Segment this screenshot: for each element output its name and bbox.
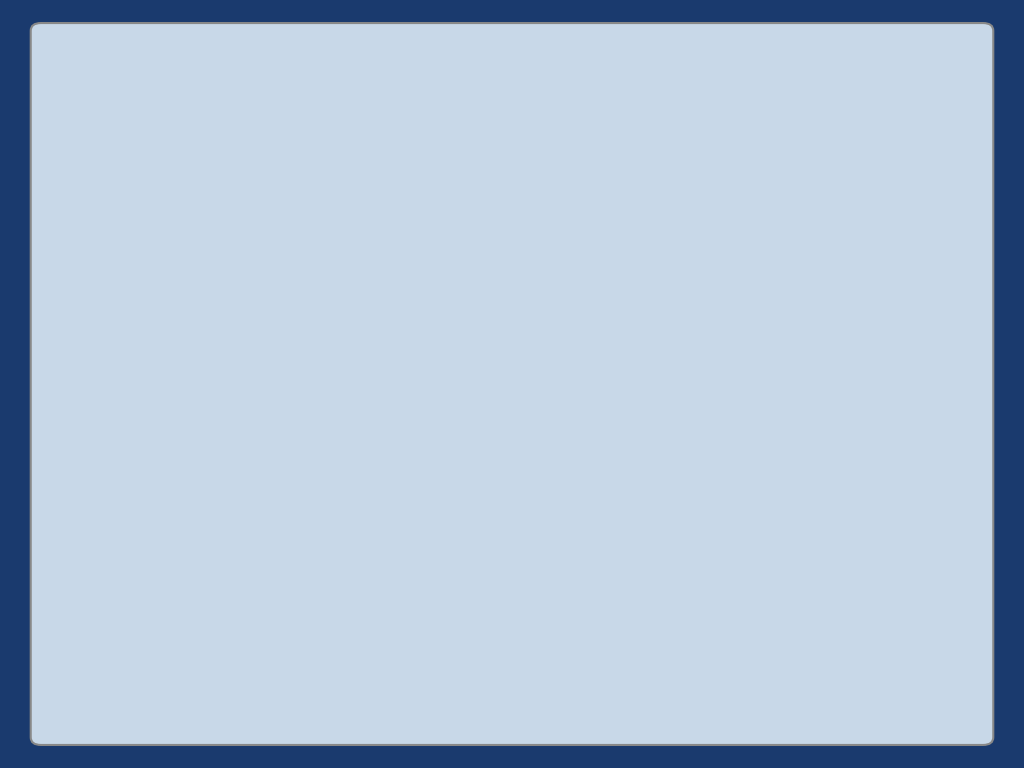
FancyBboxPatch shape bbox=[483, 336, 537, 358]
FancyBboxPatch shape bbox=[291, 283, 354, 332]
Text: 1: 1 bbox=[699, 298, 714, 316]
FancyBboxPatch shape bbox=[483, 640, 537, 661]
FancyBboxPatch shape bbox=[478, 636, 542, 685]
FancyBboxPatch shape bbox=[680, 286, 733, 308]
Text: 2p$_x$: 2p$_x$ bbox=[879, 299, 904, 316]
Text: $\sigma$*2s: $\sigma$*2s bbox=[494, 529, 526, 543]
Text: Diamagnetic substances have doubly occupied molecular orbitals.: Diamagnetic substances have doubly occup… bbox=[125, 41, 795, 59]
FancyBboxPatch shape bbox=[439, 417, 493, 439]
Text: 1: 1 bbox=[172, 298, 186, 316]
Text: $\pi$2p$_y$: $\pi$2p$_y$ bbox=[449, 390, 483, 409]
Text: 2p$_x$: 2p$_x$ bbox=[120, 299, 145, 316]
Text: 2p$_y$: 2p$_y$ bbox=[807, 298, 833, 316]
FancyBboxPatch shape bbox=[483, 551, 537, 573]
Text: $\sigma$*2p$_z$: $\sigma$*2p$_z$ bbox=[489, 127, 530, 144]
Text: $\pi$*2p$_x$: $\pi$*2p$_x$ bbox=[532, 207, 573, 224]
Text: 1: 1 bbox=[315, 298, 330, 316]
FancyBboxPatch shape bbox=[153, 286, 206, 308]
FancyBboxPatch shape bbox=[675, 283, 738, 332]
Text: $\sigma$2p$_z$: $\sigma$2p$_z$ bbox=[493, 311, 527, 328]
FancyBboxPatch shape bbox=[813, 283, 877, 332]
Text: 1: 1 bbox=[766, 298, 780, 316]
FancyBboxPatch shape bbox=[296, 286, 349, 308]
Text: 1: 1 bbox=[244, 298, 258, 316]
FancyBboxPatch shape bbox=[224, 286, 278, 308]
FancyBboxPatch shape bbox=[521, 229, 585, 278]
FancyBboxPatch shape bbox=[746, 286, 800, 308]
FancyBboxPatch shape bbox=[483, 154, 537, 176]
Text: $\sigma$2s: $\sigma$2s bbox=[497, 617, 523, 631]
FancyBboxPatch shape bbox=[434, 413, 498, 462]
Text: 2p$_z$: 2p$_z$ bbox=[740, 299, 765, 316]
FancyBboxPatch shape bbox=[219, 594, 283, 643]
FancyBboxPatch shape bbox=[478, 151, 542, 200]
Text: $\pi$2p$_x$: $\pi$2p$_x$ bbox=[536, 392, 570, 409]
FancyBboxPatch shape bbox=[219, 283, 283, 332]
FancyBboxPatch shape bbox=[434, 229, 498, 278]
FancyBboxPatch shape bbox=[752, 598, 805, 619]
FancyArrow shape bbox=[71, 230, 114, 630]
Text: 2s: 2s bbox=[196, 611, 212, 625]
Text: 1: 1 bbox=[838, 298, 852, 316]
FancyBboxPatch shape bbox=[147, 283, 211, 332]
FancyBboxPatch shape bbox=[478, 548, 542, 597]
Text: $\pi$*2p$_y$: $\pi$*2p$_y$ bbox=[445, 206, 486, 224]
FancyBboxPatch shape bbox=[741, 283, 805, 332]
FancyBboxPatch shape bbox=[746, 594, 810, 643]
Text: 2p$_y$: 2p$_y$ bbox=[191, 298, 217, 316]
FancyBboxPatch shape bbox=[818, 286, 871, 308]
FancyBboxPatch shape bbox=[478, 333, 542, 382]
Text: 2s: 2s bbox=[817, 611, 834, 625]
Text: Energy: Energy bbox=[82, 386, 102, 474]
FancyBboxPatch shape bbox=[526, 417, 580, 439]
FancyBboxPatch shape bbox=[439, 233, 493, 254]
FancyBboxPatch shape bbox=[526, 233, 580, 254]
Text: 2p$_z$: 2p$_z$ bbox=[264, 299, 289, 316]
FancyBboxPatch shape bbox=[224, 598, 278, 619]
FancyBboxPatch shape bbox=[521, 413, 585, 462]
